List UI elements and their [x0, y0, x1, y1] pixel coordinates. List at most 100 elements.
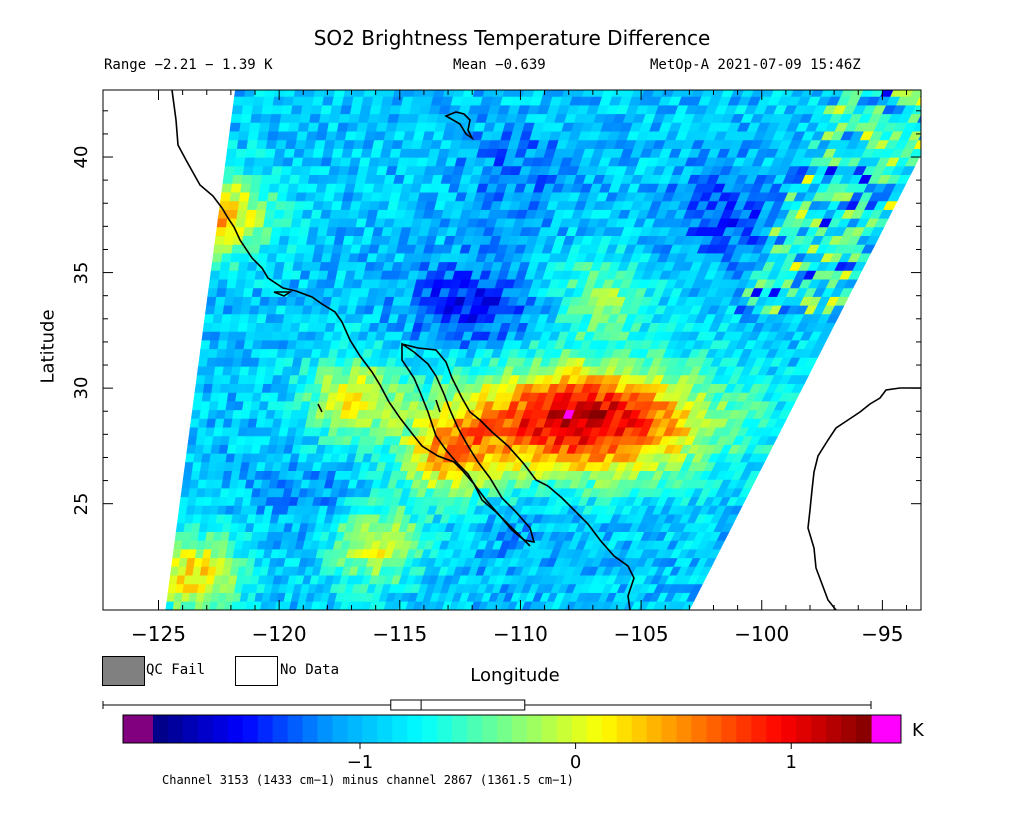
field-pixel [241, 104, 254, 115]
field-pixel [932, 105, 946, 114]
field-pixel [296, 130, 309, 141]
field-pixel [196, 365, 208, 376]
x-tick-label: −105 [613, 622, 669, 646]
field-pixel [278, 235, 290, 245]
field-pixel [287, 235, 300, 245]
field-pixel [261, 104, 274, 115]
field-pixel [216, 287, 228, 297]
field-pixel [203, 313, 215, 324]
field-pixel [238, 130, 250, 141]
field-pixel [272, 157, 285, 167]
field-pixel [304, 139, 317, 149]
field-pixel [215, 296, 226, 306]
field-pixel [213, 304, 225, 315]
field-pixel [249, 244, 261, 254]
field-pixel [239, 252, 251, 263]
field-pixel [194, 444, 205, 454]
field-pixel [282, 96, 295, 106]
field-pixel [253, 157, 266, 167]
colorbar-segment [556, 715, 573, 743]
field-pixel [212, 313, 224, 324]
colorbar-segment [437, 715, 453, 743]
field-pixel [206, 357, 218, 367]
field-pixel [250, 348, 262, 358]
colorbar-segment [751, 715, 767, 743]
field-pixel [314, 139, 327, 149]
colorbar-segment [197, 715, 214, 743]
field-pixel [267, 244, 280, 254]
field-pixel [242, 165, 255, 175]
colorbar-segment [811, 715, 827, 743]
colorbar-tick-label: 1 [785, 752, 797, 773]
field-pixel [232, 296, 244, 306]
field-pixel [182, 470, 193, 480]
field-pixel [310, 104, 323, 115]
field-pixel [242, 287, 254, 297]
field-pixel [240, 304, 252, 315]
field-pixel [237, 322, 249, 332]
colorbar-segment [841, 715, 857, 743]
field-pixel [251, 174, 263, 184]
field-pixel [202, 322, 214, 332]
field-pixel [228, 261, 240, 271]
field-pixel [216, 348, 227, 358]
colorbar-segment [856, 715, 872, 743]
y-tick-label: 30 [71, 376, 92, 400]
field-pixel [227, 331, 239, 341]
colorbar-segment [377, 715, 393, 743]
field-pixel [920, 94, 921, 97]
colorbar-segment [826, 715, 842, 743]
field-pixel [275, 200, 287, 210]
colorbar-segment [721, 715, 737, 743]
boxplot-box [390, 699, 526, 711]
field-pixel [220, 191, 232, 202]
colorbar-segment [452, 715, 468, 743]
field-pixel [249, 122, 261, 132]
field-pixel [275, 139, 288, 149]
field-pixel [184, 461, 194, 472]
field-pixel [226, 148, 238, 158]
colorbar-segment [796, 715, 812, 743]
field-pixel [302, 96, 315, 106]
field-pixel [253, 218, 266, 228]
field-pixel [244, 90, 256, 97]
field-pixel [236, 139, 249, 149]
field-pixel [293, 90, 306, 97]
field-pixel [247, 200, 259, 210]
field-pixel [250, 113, 263, 123]
field-pixel [233, 348, 245, 358]
colorbar-unit: K [912, 720, 924, 741]
x-tick-label: −95 [861, 622, 904, 646]
field-pixel [294, 139, 307, 149]
colorbar-segment [242, 715, 259, 743]
field-pixel [240, 113, 253, 123]
field-pixel [201, 392, 213, 402]
field-pixel [317, 122, 330, 132]
colorbar-segment [392, 715, 408, 743]
field-pixel [281, 104, 294, 115]
field-pixel [268, 122, 281, 132]
field-pixel [230, 113, 243, 123]
colorbar-segment [153, 715, 169, 743]
field-pixel [191, 409, 202, 419]
field-pixel [300, 104, 313, 115]
field-pixel [209, 270, 221, 280]
field-pixel [311, 157, 323, 167]
field-pixel [202, 383, 214, 393]
field-pixel [263, 218, 275, 228]
field-pixel [200, 400, 211, 411]
field-pixel [242, 348, 253, 358]
field-pixel [232, 174, 244, 184]
x-tick-label: −120 [251, 622, 307, 646]
field-pixel [330, 104, 343, 115]
field-pixel [282, 157, 295, 167]
gulf-coast [807, 387, 921, 610]
field-pixel [236, 270, 248, 280]
field-pixel [285, 139, 298, 149]
field-pixel [210, 392, 221, 402]
field-pixel [281, 218, 294, 228]
field-pixel [211, 383, 222, 393]
field-pixel [235, 148, 248, 158]
field-pixel [276, 130, 289, 141]
